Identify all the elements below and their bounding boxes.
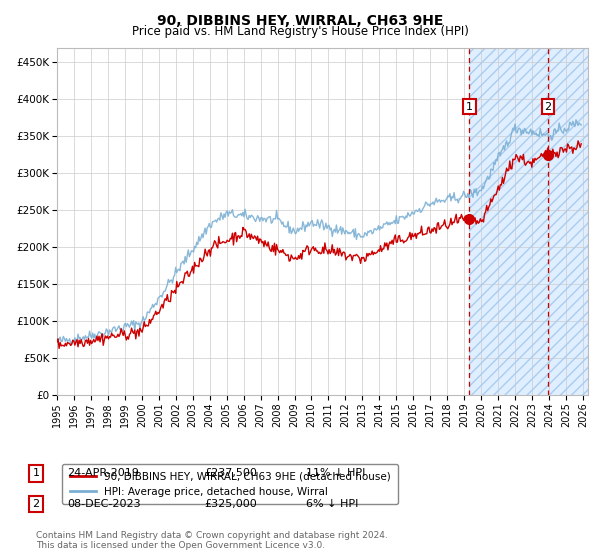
Bar (469, 48, 588, 395)
Text: 1: 1 (32, 468, 40, 478)
Text: 2: 2 (32, 499, 40, 509)
Text: 08-DEC-2023: 08-DEC-2023 (67, 499, 141, 509)
Text: 6% ↓ HPI: 6% ↓ HPI (306, 499, 358, 509)
Legend: 90, DIBBINS HEY, WIRRAL, CH63 9HE (detached house), HPI: Average price, detached: 90, DIBBINS HEY, WIRRAL, CH63 9HE (detac… (62, 464, 398, 504)
Text: Contains HM Land Registry data © Crown copyright and database right 2024.
This d: Contains HM Land Registry data © Crown c… (36, 530, 388, 550)
Text: 2: 2 (545, 102, 551, 111)
Text: 1: 1 (466, 102, 473, 111)
Text: £237,500: £237,500 (204, 468, 257, 478)
Text: 11% ↓ HPI: 11% ↓ HPI (306, 468, 365, 478)
Text: £325,000: £325,000 (204, 499, 257, 509)
Text: 24-APR-2019: 24-APR-2019 (67, 468, 139, 478)
Text: Price paid vs. HM Land Registry's House Price Index (HPI): Price paid vs. HM Land Registry's House … (131, 25, 469, 38)
Text: 90, DIBBINS HEY, WIRRAL, CH63 9HE: 90, DIBBINS HEY, WIRRAL, CH63 9HE (157, 14, 443, 28)
Bar (469, 48, 588, 395)
